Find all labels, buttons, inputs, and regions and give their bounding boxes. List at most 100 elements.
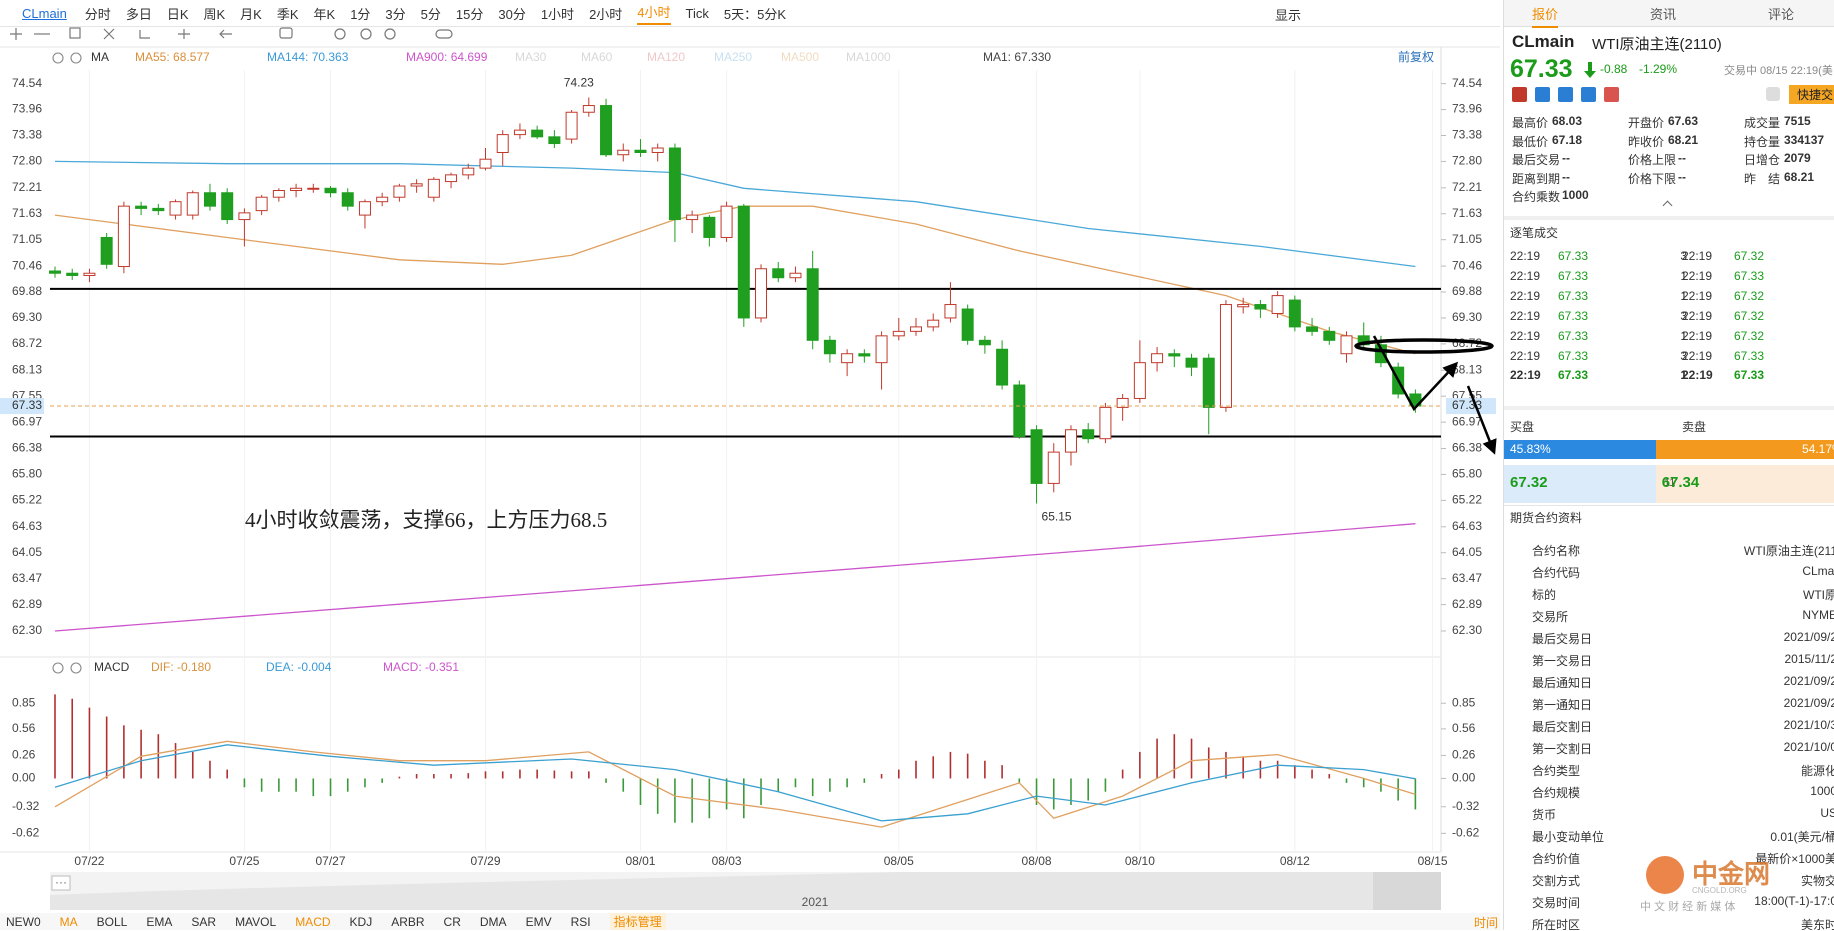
trade-price: 67.33 <box>1558 249 1589 263</box>
period-tab[interactable]: 日K <box>166 6 189 22</box>
indicator-tab[interactable]: SAR <box>191 914 217 929</box>
period-tab[interactable]: 1小时 <box>540 6 575 22</box>
fork-icon[interactable] <box>103 28 115 40</box>
indicator-tab[interactable]: NEW0 <box>6 914 41 929</box>
chart: ··· 2021 4小时收敛震荡，支撑66，上方压力68.5 MA MA55: 6… <box>0 27 1500 910</box>
period-tab[interactable]: 年K <box>313 6 336 22</box>
period-tab[interactable]: 季K <box>276 6 299 22</box>
info-label: 最后交易日 <box>1532 632 1593 646</box>
candle-body <box>720 205 733 238</box>
indicator-tab[interactable]: BOLL <box>96 914 128 929</box>
magnet-icon[interactable] <box>334 28 346 40</box>
period-tab[interactable]: 5分 <box>420 6 441 22</box>
close-icon[interactable] <box>70 52 82 64</box>
crosshair-icon[interactable] <box>10 28 22 40</box>
close-icon[interactable] <box>70 662 82 674</box>
arrow-icon[interactable] <box>219 29 232 39</box>
quick-trade-button[interactable]: 快捷交 <box>1789 85 1834 104</box>
measure-icon[interactable] <box>139 30 150 39</box>
period-tab[interactable]: 4小时 <box>637 2 671 25</box>
indicator-tab[interactable]: EMA <box>146 914 173 929</box>
info-label: 合约名称 <box>1532 544 1581 558</box>
navigator-handle[interactable] <box>51 875 71 891</box>
last-price-box <box>1446 398 1496 415</box>
panel-tab[interactable]: 资讯 <box>1650 7 1677 22</box>
feature-icon[interactable] <box>1512 87 1527 102</box>
panel-tab[interactable]: 评论 <box>1768 7 1795 22</box>
period-tab[interactable]: 月K <box>240 6 262 22</box>
period-tab[interactable]: 1分 <box>350 6 371 22</box>
watermark-site: CNGOLD.ORG <box>1692 886 1747 895</box>
period-tab[interactable]: 15分 <box>455 6 484 22</box>
macd-tick-label: -0.32 <box>1452 799 1480 813</box>
collapse-chevron[interactable] <box>1662 200 1673 211</box>
indicator-tab[interactable]: DMA <box>479 914 507 929</box>
date-label: 08/12 <box>1280 854 1310 868</box>
adjust-toggle[interactable]: 前复权 <box>1398 49 1434 64</box>
trade-price: 67.33 <box>1558 268 1589 283</box>
symbol-tab[interactable]: CLmain <box>22 5 67 21</box>
candle-body <box>531 129 544 138</box>
indicator-tab[interactable]: ARBR <box>391 914 425 929</box>
gear-icon[interactable] <box>52 662 64 674</box>
bid-size: 11 <box>1664 477 1676 489</box>
shape-icon[interactable] <box>69 27 81 39</box>
watermark: 中金网 CNGOLD.ORG 中 文 财 经 新 媒 体 <box>1640 852 1834 913</box>
quote-panel: 报价 资讯 评论 CLmain WTI原油主连(2110) 67.33 -0.88 -1.29… <box>1503 0 1834 930</box>
fib-icon[interactable] <box>178 29 190 39</box>
indicator-tab[interactable]: EMV <box>525 914 552 929</box>
indicator-manage[interactable]: 指标管理 <box>609 913 666 930</box>
period-tab[interactable]: 多日 <box>125 6 152 22</box>
candle-body <box>703 216 716 238</box>
candle-body <box>221 192 234 221</box>
lock-icon[interactable] <box>360 28 372 40</box>
watermark-slogan: 中 文 财 经 新 媒 体 <box>1640 901 1736 913</box>
feature-icon[interactable] <box>1558 87 1573 102</box>
macd-tick-label: -0.32 <box>12 799 40 813</box>
y-tick-label: 64.05 <box>12 545 42 559</box>
sell-ratio-bar <box>1655 440 1834 459</box>
indicator-tab[interactable]: KDJ <box>349 914 373 929</box>
indicator-tab[interactable]: MACD <box>295 914 331 929</box>
period-tab[interactable]: 3分 <box>385 6 406 22</box>
period-tab[interactable]: 5天：5分K <box>723 6 787 22</box>
toggle-icon[interactable] <box>435 29 453 39</box>
time-tab[interactable]: 时间 <box>1474 916 1499 930</box>
candle-body <box>755 268 768 319</box>
trade-size: 1 <box>1680 328 1687 343</box>
feature-icon[interactable] <box>1604 87 1619 102</box>
bell-icon[interactable] <box>1766 87 1780 101</box>
indicator-tabs: NEW0 MA BOLL EMA SAR MAVOL MACD KDJ ARBR CR DMA EMV… <box>0 913 1500 930</box>
ma-legend: MA1: 67.330 <box>983 50 1051 64</box>
info-value: 能源化 <box>1800 764 1834 778</box>
stat-value: 1000 <box>1562 188 1589 202</box>
stat-value: 7515 <box>1784 114 1811 128</box>
feature-icon[interactable] <box>1535 87 1550 102</box>
date-label: 08/01 <box>625 854 655 868</box>
period-tab[interactable]: 30分 <box>498 6 526 22</box>
indicator-tab[interactable]: RSI <box>570 914 591 929</box>
period-tab[interactable]: 分时 <box>84 6 111 22</box>
panel-tab[interactable]: 报价 <box>1532 4 1559 28</box>
eye-icon[interactable] <box>384 28 396 40</box>
info-value: CLmai <box>1802 564 1834 578</box>
period-tab[interactable]: Tick <box>685 5 709 21</box>
navigator-window[interactable] <box>1373 872 1441 910</box>
note-icon[interactable] <box>279 27 293 39</box>
indicator-tab[interactable]: CR <box>443 914 461 929</box>
trade-time: 22:19 <box>1682 249 1713 263</box>
candle-body <box>1133 362 1146 399</box>
gear-icon[interactable] <box>52 52 64 64</box>
period-tab[interactable]: 2小时 <box>589 6 623 22</box>
candle-body <box>668 147 681 221</box>
trade-time: 22:19 <box>1682 268 1713 283</box>
indicator-tab[interactable]: MA <box>59 914 78 929</box>
stat-label: 价格上限 <box>1628 153 1677 167</box>
display-menu[interactable]: 显示 <box>1275 8 1302 23</box>
macd-tick-label: 0.00 <box>12 771 36 785</box>
y-tick-label: 66.97 <box>1452 414 1482 428</box>
feature-icon[interactable] <box>1581 87 1596 102</box>
indicator-tab[interactable]: MAVOL <box>235 914 277 929</box>
macd-legend: MACD: -0.351 <box>383 660 459 674</box>
period-tab[interactable]: 周K <box>203 6 226 22</box>
